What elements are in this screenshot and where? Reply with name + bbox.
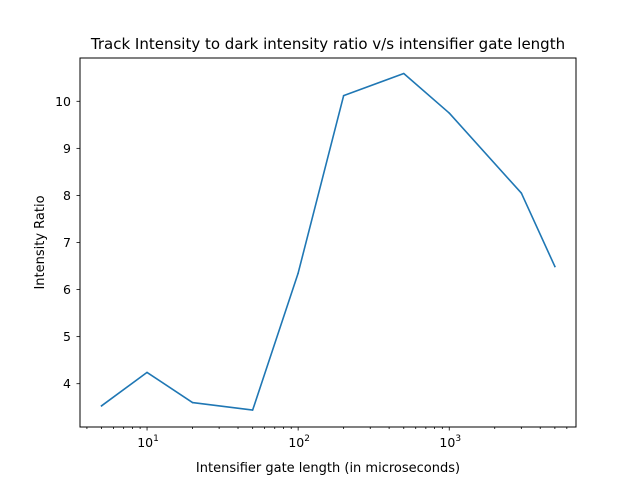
plot-area [80,58,576,427]
x-axis-ticks: 101 102 103 [86,427,568,450]
plot-frame [79,57,577,428]
data-point [251,409,254,411]
x-axis-label: Intensifier gate length (in microseconds… [196,461,460,476]
data-point [342,94,345,97]
data-point [448,112,451,114]
y-tick-label: 7 [63,235,71,250]
data-point [100,405,103,407]
y-tick-label: 5 [63,329,71,344]
x-tick-label: 101 [137,434,159,450]
data-point [191,401,194,404]
data-point [146,371,148,374]
series-line [100,72,556,411]
chart-title: Track Intensity to dark intensity ratio … [90,35,565,53]
y-tick-label: 6 [63,282,71,297]
data-point [402,72,405,75]
x-tick-label: 102 [288,434,310,450]
y-tick-label: 8 [63,188,71,203]
y-axis-ticks: 4 5 6 7 8 9 10 [55,94,80,391]
x-tick-label: 103 [439,434,461,450]
data-point [520,192,523,194]
data-point [297,272,299,274]
series-layer [100,72,556,411]
y-axis-label: Intensity Ratio [33,195,48,289]
data-point [554,265,556,268]
y-tick-label: 4 [63,376,71,391]
y-tick-label: 10 [55,94,71,109]
y-tick-label: 9 [63,141,71,156]
